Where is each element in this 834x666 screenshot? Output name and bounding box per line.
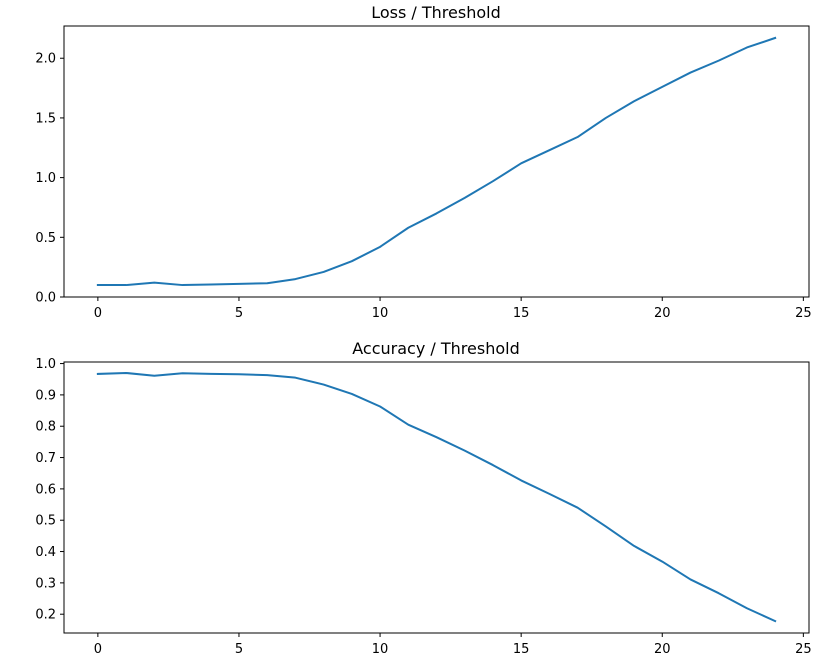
y-axis-ticks: 0.0 0.5 1.0 1.5 2.0 bbox=[35, 52, 64, 306]
chart-title: Loss / Threshold bbox=[371, 3, 501, 22]
y-tick-label: 0.6 bbox=[35, 482, 56, 497]
x-tick-label: 15 bbox=[513, 642, 530, 657]
y-axis-ticks: 0.2 0.3 0.4 0.5 0.6 0.7 0.8 0.9 1.0 bbox=[35, 357, 64, 623]
y-tick-label: 1.5 bbox=[35, 111, 56, 126]
y-tick-label: 1.0 bbox=[35, 357, 56, 372]
y-tick-label: 0.9 bbox=[35, 388, 56, 403]
series-line bbox=[96, 371, 777, 623]
series-group bbox=[96, 36, 777, 287]
y-tick-label: 0.5 bbox=[35, 231, 56, 246]
y-tick-label: 0.4 bbox=[35, 545, 56, 560]
chart-title: Accuracy / Threshold bbox=[352, 339, 519, 358]
x-tick-label: 15 bbox=[513, 306, 530, 321]
y-tick-label: 1.0 bbox=[35, 171, 56, 186]
x-tick-label: 5 bbox=[235, 306, 243, 321]
loss-chart: Loss / Threshold 0.0 0.5 1.0 1.5 2.0 0 5 10 15 2… bbox=[35, 3, 811, 321]
x-tick-label: 20 bbox=[654, 642, 671, 657]
axes-frame bbox=[63, 25, 810, 298]
y-tick-label: 0.5 bbox=[35, 514, 56, 529]
x-axis-ticks: 0 5 10 15 20 25 bbox=[94, 633, 812, 657]
x-tick-label: 10 bbox=[372, 306, 389, 321]
x-tick-label: 0 bbox=[94, 306, 102, 321]
x-tick-label: 10 bbox=[372, 642, 389, 657]
y-tick-label: 0.2 bbox=[35, 608, 56, 623]
x-tick-label: 5 bbox=[235, 642, 243, 657]
y-tick-label: 0.3 bbox=[35, 576, 56, 591]
x-axis-ticks: 0 5 10 15 20 25 bbox=[94, 297, 812, 321]
series-line bbox=[96, 36, 777, 287]
y-tick-label: 2.0 bbox=[35, 52, 56, 67]
x-tick-label: 25 bbox=[795, 642, 812, 657]
x-tick-label: 0 bbox=[94, 642, 102, 657]
series-group bbox=[96, 371, 777, 623]
axes-frame bbox=[63, 361, 810, 634]
y-tick-label: 0.8 bbox=[35, 420, 56, 435]
x-tick-label: 25 bbox=[795, 306, 812, 321]
x-tick-label: 20 bbox=[654, 306, 671, 321]
y-tick-label: 0.7 bbox=[35, 451, 56, 466]
y-tick-label: 0.0 bbox=[35, 291, 56, 306]
accuracy-chart: Accuracy / Threshold 0.20.30.40.50.60.70… bbox=[35, 339, 811, 657]
